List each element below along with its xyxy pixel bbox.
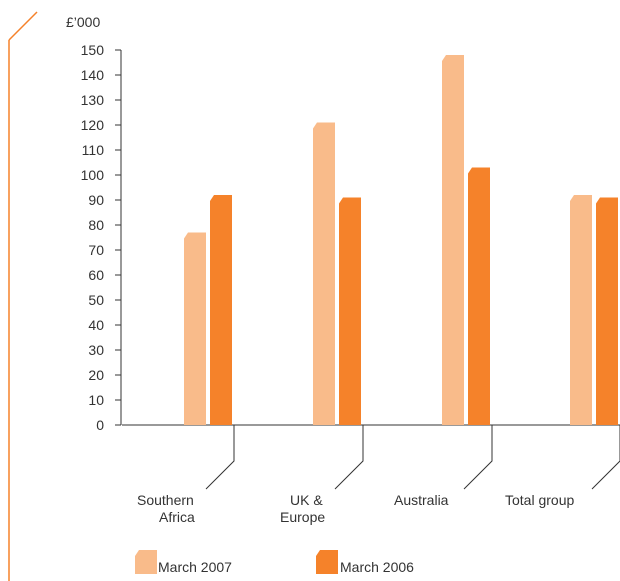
category-label-line: Australia (394, 492, 449, 508)
y-tick-label: 70 (88, 242, 104, 258)
y-tick-label: 0 (96, 417, 104, 433)
category-label: UK & Europe (280, 492, 325, 525)
legend: March 2007 March 2006 (135, 550, 414, 575)
bar-series-2 (596, 197, 618, 425)
y-tick-label: 130 (81, 92, 105, 108)
y-tick-label: 30 (88, 342, 104, 358)
legend-item-march-2006: March 2006 (316, 550, 414, 575)
y-axis-unit-label: £’000 (66, 14, 100, 30)
bar-series-1 (442, 55, 464, 425)
category-connector (334, 425, 364, 490)
category-label-line: UK & (290, 492, 323, 508)
y-tick-label: 40 (88, 317, 104, 333)
left-decorative-diagonal (8, 11, 38, 41)
category-label-line: Europe (280, 509, 325, 525)
y-tick-label: 80 (88, 217, 104, 233)
y-tick-label: 140 (81, 67, 105, 83)
y-tick-label: 150 (81, 42, 105, 58)
category-connectors (205, 425, 620, 490)
legend-swatch-march-2007 (135, 550, 157, 574)
legend-label-march-2006: March 2006 (340, 559, 414, 575)
category-label-line: Southern (137, 492, 194, 508)
legend-label-march-2007: March 2007 (158, 559, 232, 575)
bar-series-1 (570, 195, 592, 425)
y-tick-label: 100 (81, 167, 105, 183)
bar-series-2 (210, 195, 232, 425)
legend-swatch-march-2006 (316, 550, 338, 574)
category-label: Australia (394, 492, 449, 508)
y-tick-label: 90 (88, 192, 104, 208)
category-label: Southern Africa (137, 492, 195, 525)
category-labels: Southern Africa UK & Europe Australia Total g… (137, 492, 574, 525)
category-connector (463, 425, 493, 490)
category-label-line: Africa (159, 509, 195, 525)
y-tick-label: 20 (88, 367, 104, 383)
y-tick-label: 120 (81, 117, 105, 133)
y-tick-label: 10 (88, 392, 104, 408)
bar-series-2 (339, 197, 361, 425)
category-connector (591, 425, 620, 490)
legend-item-march-2007: March 2007 (135, 550, 232, 575)
y-axis-ticks: 0 10 20 30 40 50 60 70 80 90 100 110 120 130 140 150 (81, 42, 122, 433)
bar-series-1 (184, 232, 206, 425)
bar-series-2 (468, 167, 490, 425)
category-connector (205, 425, 235, 490)
category-label: Total group (505, 492, 574, 508)
y-tick-label: 110 (82, 142, 105, 158)
bars (184, 55, 618, 425)
bar-series-1 (313, 122, 335, 425)
category-label-line: Total group (505, 492, 574, 508)
y-tick-label: 50 (88, 292, 104, 308)
y-tick-label: 60 (88, 267, 104, 283)
